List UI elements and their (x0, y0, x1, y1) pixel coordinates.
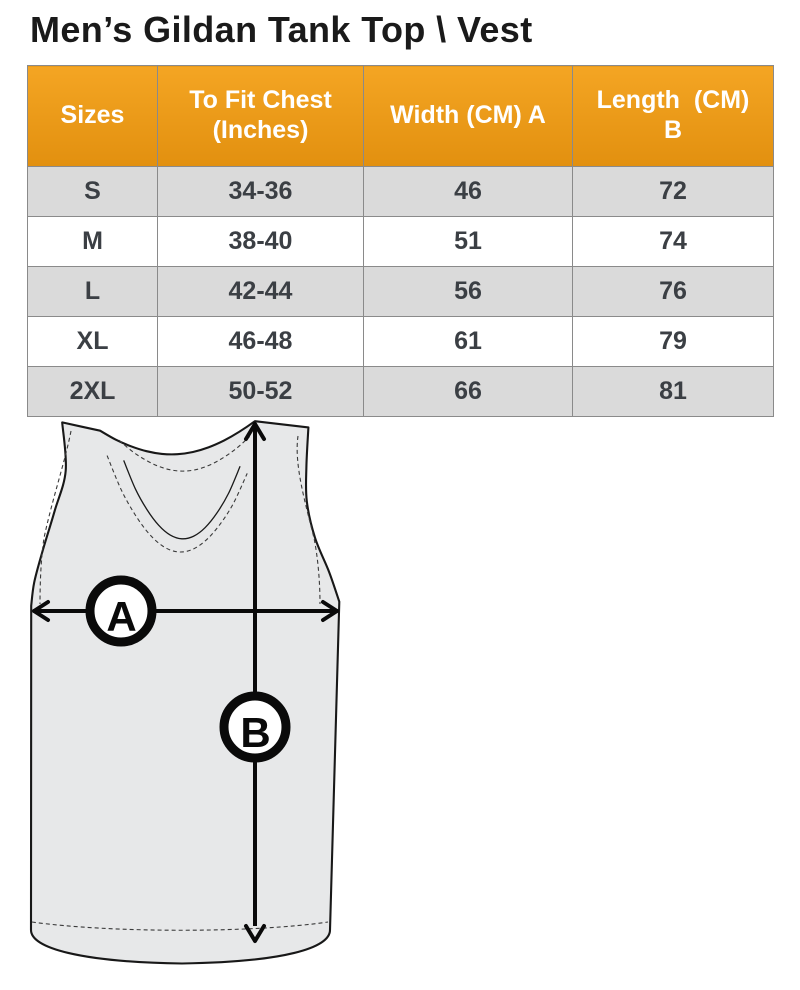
svg-text:B: B (240, 709, 269, 756)
svg-text:A: A (106, 593, 136, 640)
